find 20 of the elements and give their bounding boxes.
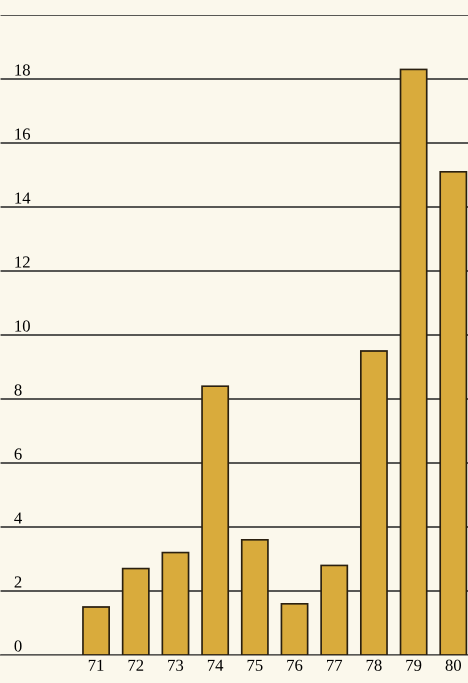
- y-tick-label: 18: [15, 64, 30, 76]
- x-tick-label: 71: [88, 660, 104, 671]
- x-tick-label: 79: [406, 660, 422, 671]
- x-tick-label: 80: [446, 660, 462, 671]
- x-tick-label: 78: [366, 660, 382, 671]
- y-tick-label: 0: [14, 640, 22, 652]
- x-tick-label: 77: [326, 660, 342, 671]
- x-tick-label: 74: [208, 660, 224, 671]
- y-tick-label: 4: [14, 512, 22, 524]
- y-tick-label: 2: [14, 576, 22, 588]
- y-tick-label: 16: [15, 128, 30, 140]
- x-tick-label: 76: [287, 660, 302, 671]
- y-tick-label: 8: [14, 384, 22, 396]
- y-tick-label: 14: [15, 192, 30, 204]
- y-tick-label: 6: [14, 448, 22, 460]
- x-tick-label: 75: [248, 660, 263, 671]
- x-tick-label: 73: [168, 660, 184, 671]
- x-tick-label: 72: [128, 660, 144, 671]
- y-tick-label: 12: [15, 256, 30, 268]
- y-tick-label: 10: [15, 320, 30, 332]
